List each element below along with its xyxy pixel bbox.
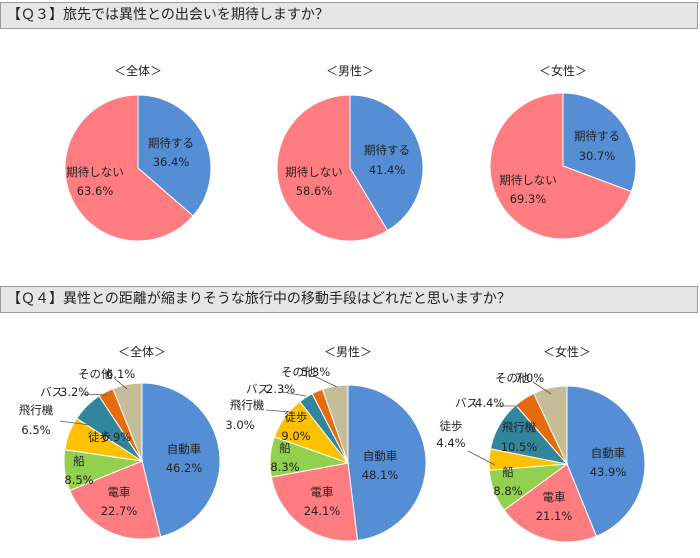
slice-category-label: 船 [279, 441, 291, 455]
slice-category-label: その他 [281, 365, 316, 379]
chart-title: ＜全体＞ [118, 344, 166, 359]
pie-slice [562, 92, 637, 193]
slice-category-label: 期待しない [66, 165, 124, 179]
slice-category-label: 船 [502, 465, 514, 479]
pie-slice [112, 382, 143, 462]
pie-slice [141, 382, 221, 538]
slice-value-label: 8.5% [64, 473, 93, 487]
slice-category-label: 期待する [574, 129, 620, 143]
slice-category-label: 飛行機 [19, 403, 54, 417]
slice-value-label: 7.0% [515, 371, 544, 385]
slice-value-label: 21.1% [536, 509, 573, 523]
slice-category-label: 電車 [108, 485, 131, 499]
slice-value-label: 9.0% [281, 429, 310, 443]
pie-slice [503, 463, 598, 543]
leader-line [467, 450, 496, 466]
slice-value-label: 58.6% [296, 184, 333, 198]
chart-title: ＜女性＞ [539, 63, 587, 78]
slice-category-label: 徒歩 [285, 410, 308, 424]
leader-line [81, 393, 108, 396]
slice-value-label: 41.4% [369, 163, 406, 177]
slice-value-label: 63.6% [77, 184, 114, 198]
slice-value-label: 48.1% [362, 468, 399, 482]
pie-chart-4: ＜全体＞ 自動車 46.2% 電車 22.7% 船 8.5% 徒歩6.9% 飛行機 6.5% バス3… [19, 344, 221, 540]
slice-category-label: バス [455, 396, 478, 410]
slice-value-label: 36.4% [153, 155, 190, 169]
pie-slice [69, 460, 162, 540]
slice-category-label: 自動車 [591, 446, 626, 460]
chart-title: ＜女性＞ [543, 344, 591, 359]
slice-value-label: 69.3% [510, 192, 547, 206]
slice-value-label: 8.3% [270, 460, 299, 474]
leader-line [281, 391, 307, 397]
pie-slice [489, 92, 633, 240]
slice-value-label: 6.9% [102, 430, 131, 444]
pie-slice [566, 385, 646, 537]
pie-chart-3: ＜女性＞ 期待する 30.7% 期待しない 69.3% [489, 63, 637, 240]
leader-line [59, 420, 91, 426]
slice-value-label: 8.8% [493, 484, 522, 498]
leader-line [313, 375, 338, 388]
slice-category-label: バス [246, 382, 269, 396]
pie-slice [347, 384, 427, 541]
slice-value-label: 30.7% [579, 149, 616, 163]
slice-category-label: 電車 [543, 490, 566, 504]
slice-category-label: 期待する [148, 136, 194, 150]
slice-category-label: 期待しない [285, 165, 343, 179]
slice-category-label: その他 [495, 371, 530, 385]
slice-category-label: 飛行機 [230, 398, 265, 412]
slice-category-label: その他 [78, 367, 113, 381]
slice-value-label: 4.4% [436, 436, 465, 450]
pie-slice [349, 94, 424, 232]
slice-value-label: 43.9% [590, 465, 627, 479]
slice-value-label: 5.3% [301, 365, 330, 379]
slice-value-label: 10.5% [501, 440, 538, 454]
slice-value-label: 6.1% [106, 367, 135, 381]
question-4-header: 【Ｑ４】異性との距離が縮まりそうな旅行中の移動手段はどれだと思いますか？ [0, 286, 698, 313]
slice-value-label: 3.2% [60, 385, 89, 399]
slice-value-label: 6.5% [21, 423, 50, 437]
leader-line [532, 381, 552, 395]
pie-chart-5: ＜男性＞ 自動車 48.1% 電車 24.1% 船 8.3% 徒歩 9.0% 飛行機 3.0% バス2… [225, 345, 427, 542]
slice-value-label: 2.3% [266, 382, 295, 396]
slice-value-label: 4.4% [475, 396, 504, 410]
pie-slice [137, 94, 212, 217]
slice-category-label: 電車 [311, 485, 334, 499]
pie-chart-1: ＜全体＞ 期待する 36.4% 期待しない 63.6% [64, 63, 212, 242]
chart-title: ＜男性＞ [324, 345, 372, 359]
slice-category-label: 船 [73, 454, 85, 468]
slice-category-label: 徒歩 [440, 419, 463, 433]
pie-slice [270, 462, 359, 542]
leader-line [265, 409, 292, 413]
slice-value-label: 46.2% [166, 461, 203, 475]
pie-chart-6: ＜女性＞ 自動車 43.9% 電車 21.1% 船 8.8% 徒歩 4.4% 飛行機 10.5% バス… [436, 344, 646, 543]
slice-value-label: 3.0% [225, 418, 254, 432]
slice-category-label: 期待しない [499, 173, 557, 187]
pie-chart-2: ＜男性＞ 期待する 41.4% 期待しない 58.6% [276, 64, 424, 242]
chart-title: ＜男性＞ [326, 64, 374, 78]
slice-category-label: 飛行機 [502, 420, 537, 434]
slice-category-label: 自動車 [363, 449, 398, 463]
leader-line [112, 440, 128, 447]
slice-category-label: 期待する [364, 143, 410, 157]
question-3-header: 【Ｑ３】旅先では異性との出会いを期待しますか？ [0, 2, 698, 29]
slice-value-label: 22.7% [101, 504, 138, 518]
pie-slice [533, 385, 568, 465]
slice-value-label: 24.1% [304, 504, 341, 518]
leader-line [113, 377, 128, 390]
slice-category-label: 自動車 [167, 442, 202, 456]
slice-category-label: バス [40, 385, 63, 399]
pie-slice [276, 94, 389, 242]
pie-slice [64, 94, 194, 242]
slice-category-label: 徒歩 [88, 430, 111, 444]
chart-title: ＜全体＞ [114, 63, 162, 78]
